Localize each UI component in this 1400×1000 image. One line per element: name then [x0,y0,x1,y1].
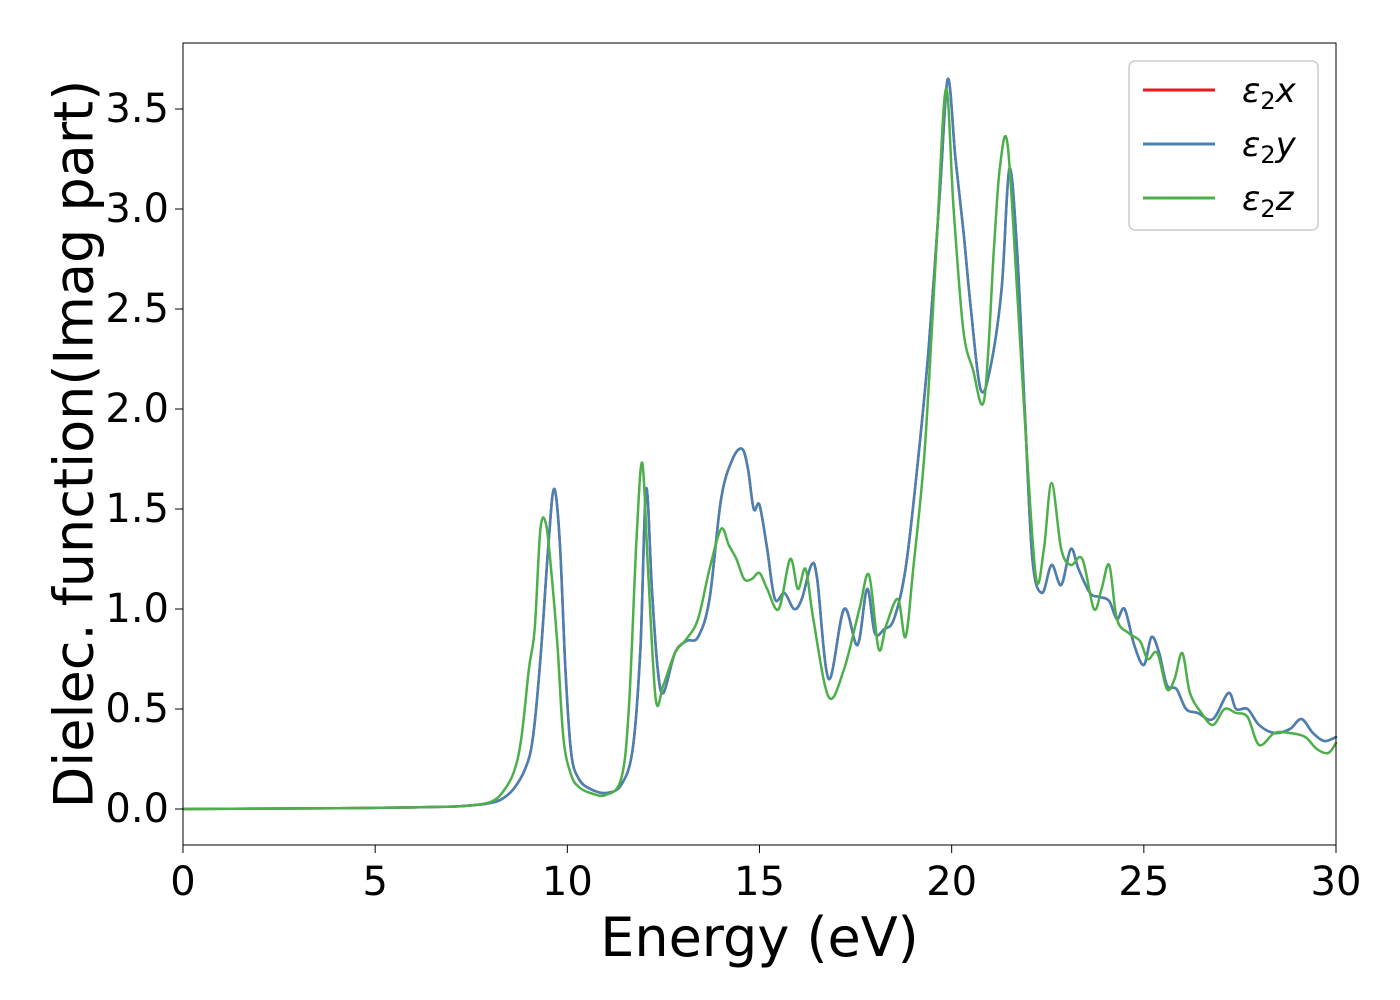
x-axis-label: Energy (eV) [600,906,919,969]
legend-box [1128,60,1319,231]
x-tick-label: 5 [362,859,387,905]
legend-label-x: ε2x [1242,71,1297,115]
y-tick-label: 3.0 [105,186,169,232]
y-tick-label: 0.0 [105,786,169,832]
x-tick-label: 15 [734,859,785,905]
series-layer [181,77,1338,811]
x-axis-ticks: 0 5 10 15 20 25 30 [170,845,1361,905]
legend-label-z: ε2z [1242,179,1295,223]
x-tick-label: 20 [926,859,977,905]
series-line-y [181,77,1338,811]
legend: ε2x ε2y ε2z [1128,60,1319,231]
y-tick-label: 2.0 [105,386,169,432]
x-tick-label: 0 [170,859,195,905]
x-tick-label: 25 [1118,859,1169,905]
y-axis-label: Dielec. function(Imag part) [43,80,106,809]
series-line-z [181,87,1338,811]
y-tick-label: 2.5 [105,286,169,332]
y-axis-ticks: 0.0 0.5 1.0 1.5 2.0 2.5 3.0 3.5 [105,86,183,832]
x-tick-label: 10 [542,859,593,905]
y-tick-label: 1.5 [105,486,169,532]
y-tick-label: 3.5 [105,86,169,132]
x-tick-label: 30 [1311,859,1362,905]
legend-items: ε2x ε2y ε2z [1143,71,1297,223]
y-tick-label: 0.5 [105,686,169,732]
y-tick-label: 1.0 [105,586,169,632]
legend-label-y: ε2y [1242,125,1297,169]
